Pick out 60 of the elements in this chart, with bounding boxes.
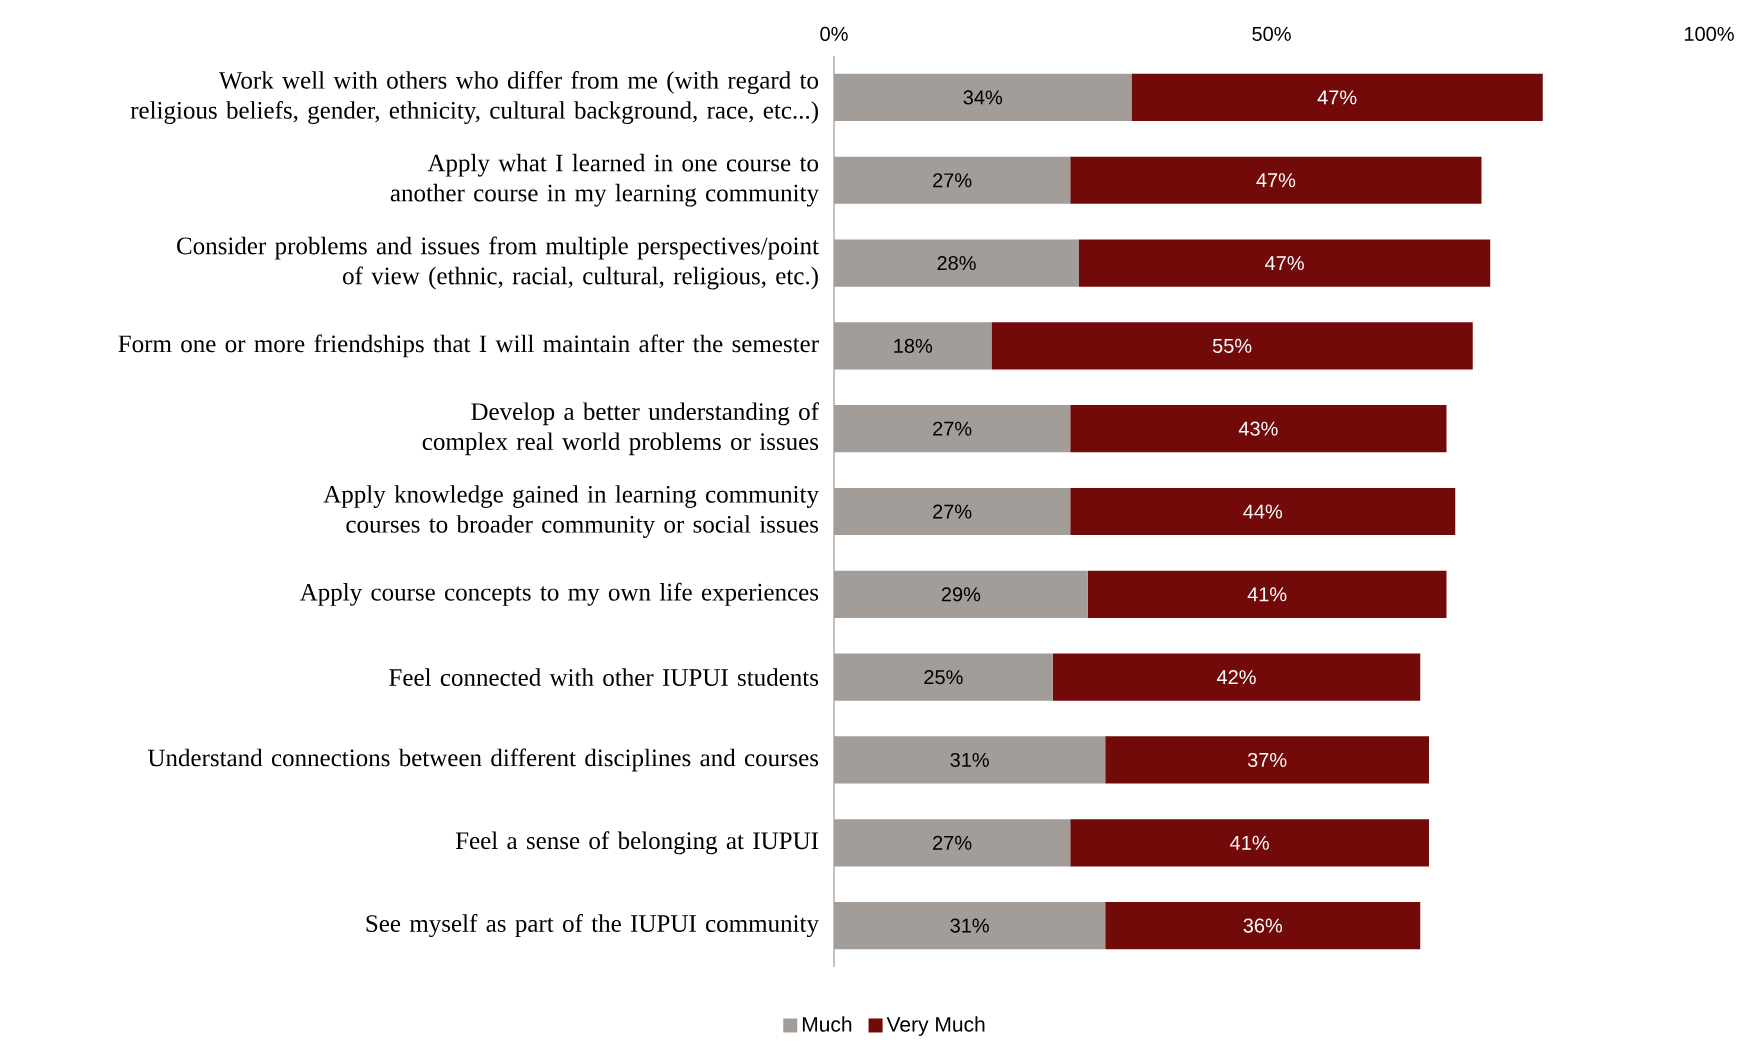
- y-tick-label: Consider problems and issues from multiple perspectives/point of view (ethnic, racial, cultural, religious, etc.): [177, 236, 819, 290]
- y-tick-label: Understand connections between different disciplines and courses: [147, 748, 819, 772]
- bar: [834, 239, 1079, 287]
- data-label: 29%: [941, 587, 981, 602]
- y-tick-label: See myself as part of the IUPUI community: [366, 914, 819, 938]
- bar: [1079, 239, 1491, 287]
- y-tick-label: Form one or more friendships that I will maintain after the semester: [118, 334, 819, 358]
- data-label: 27%: [933, 173, 972, 188]
- data-label: 28%: [937, 256, 976, 271]
- data-label: 47%: [1256, 173, 1296, 188]
- data-label: 41%: [1247, 587, 1287, 602]
- bar: [834, 322, 992, 370]
- bar: [1105, 902, 1421, 950]
- data-label: 47%: [1265, 256, 1304, 271]
- bar: [834, 74, 1132, 122]
- data-label: 43%: [1238, 421, 1278, 436]
- legend-label: Much: [802, 1016, 852, 1033]
- bar: [834, 488, 1071, 536]
- y-tick-label: Apply course concepts to my own life experiences: [299, 583, 819, 607]
- bar: [1070, 156, 1482, 205]
- data-label: 31%: [950, 918, 989, 933]
- data-label: 34%: [963, 90, 1003, 105]
- y-tick-label: Work well with others who differ from me (with regard to religious beliefs, gender, ethnicity, cultural background, race, etc...): [130, 71, 819, 125]
- bar: [834, 902, 1106, 950]
- bar: [1131, 74, 1543, 122]
- x-tick-label: 0%: [820, 27, 848, 42]
- bar: [834, 570, 1088, 619]
- data-label: 27%: [933, 835, 972, 851]
- legend-label: Very Much: [886, 1016, 985, 1037]
- y-tick-label: Develop a better understanding of complex real world problems or issues: [422, 402, 819, 456]
- x-tick-label: 100%: [1684, 27, 1734, 42]
- data-label: 27%: [933, 504, 972, 519]
- y-tick-label: Apply knowledge gained in learning community courses to broader community or social issues: [323, 485, 819, 539]
- y-tick-label: Feel a sense of belonging at IUPUI: [455, 831, 819, 855]
- bar: [834, 819, 1071, 867]
- bar: [1070, 819, 1429, 867]
- data-label: 27%: [933, 421, 972, 436]
- bar: [834, 653, 1053, 701]
- bar: [1087, 570, 1447, 619]
- bar: [834, 405, 1071, 453]
- data-label: 31%: [950, 753, 989, 768]
- bar: [834, 156, 1071, 205]
- data-label: 37%: [1247, 753, 1287, 768]
- x-tick-label: 50%: [1252, 27, 1291, 42]
- bar: [1070, 488, 1456, 536]
- bar: [1052, 653, 1421, 701]
- bar: [991, 322, 1473, 370]
- data-label: 36%: [1243, 918, 1283, 933]
- data-label: 41%: [1230, 836, 1269, 851]
- data-label: 18%: [894, 339, 933, 354]
- bar: [1070, 405, 1447, 453]
- y-tick-label: Feel connected with other IUPUI students: [389, 668, 819, 687]
- y-tick-label: Apply what I learned in one course to another course in my learning community: [390, 154, 819, 207]
- data-label: 42%: [1216, 670, 1256, 685]
- bar: [834, 736, 1106, 784]
- data-label: 25%: [924, 670, 963, 685]
- data-label: 47%: [1317, 90, 1357, 105]
- data-label: 55%: [1212, 339, 1252, 354]
- bar: [1105, 736, 1429, 784]
- data-label: 44%: [1243, 504, 1283, 519]
